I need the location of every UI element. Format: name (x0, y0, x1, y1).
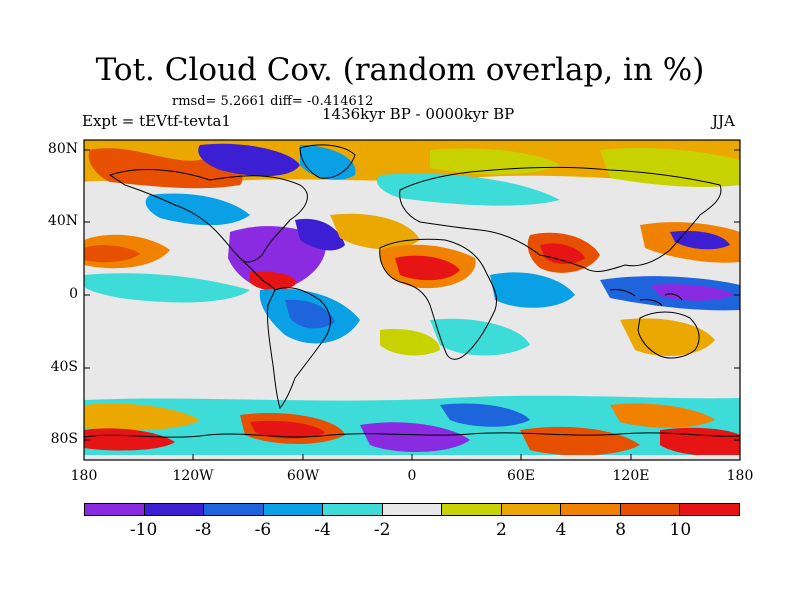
lon-tick-label: 120E (612, 468, 650, 484)
anomaly-field (84, 140, 740, 460)
colorbar-swatch (382, 504, 443, 515)
lat-tick-label: 80S (50, 431, 78, 447)
colorbar-swatch (620, 504, 681, 515)
coastline-antarctica (83, 432, 741, 438)
colorbar-label: -2 (373, 520, 391, 540)
colorbar-swatch (323, 504, 383, 515)
anomaly-region (380, 329, 440, 356)
coastline-greenland (299, 144, 356, 179)
colorbar-label: 4 (555, 520, 567, 540)
coastline-indonesia (609, 289, 683, 307)
anomaly-region (250, 271, 296, 291)
coastline-north-america (108, 169, 308, 263)
lon-tick-label: 180 (726, 468, 754, 484)
period-label: 1436kyr BP - 0000kyr BP (322, 105, 515, 123)
lat-tick-label: 80N (47, 141, 78, 157)
colorbar-label: -10 (129, 520, 158, 540)
anomaly-region (670, 230, 730, 250)
anomaly-region (330, 213, 420, 250)
coastline-australia (637, 311, 700, 359)
colorbar-swatch (144, 504, 205, 515)
anomaly-region (84, 428, 175, 451)
lat-tick-label: 40N (47, 213, 78, 229)
anomaly-region (540, 243, 585, 264)
colorbar-label: -4 (314, 520, 331, 540)
anomaly-region (395, 255, 460, 281)
colorbar-label: 10 (669, 520, 692, 540)
anomaly-region (285, 299, 335, 329)
anomaly-region (650, 284, 735, 301)
colorbar-label: 8 (615, 520, 627, 540)
anomaly-region (198, 143, 300, 177)
lon-tick-label: 60W (286, 468, 320, 484)
anomaly-region (440, 403, 530, 427)
coastline-eurasia (399, 166, 722, 272)
colorbar-swatch (442, 504, 502, 515)
colorbar-swatch (263, 504, 324, 515)
colorbar (84, 503, 740, 516)
colorbar-swatch (561, 504, 621, 515)
lat-tick-label: 0 (69, 286, 78, 302)
lon-tick-label: 0 (407, 468, 417, 484)
coastline-africa (379, 238, 498, 360)
anomaly-region (84, 245, 140, 263)
colorbar-swatch (501, 504, 562, 515)
experiment-label: Expt = tEVtf-tevta1 (82, 112, 231, 130)
colorbar-label: 2 (496, 520, 507, 540)
anomaly-region (84, 403, 200, 431)
coastline-south-america (267, 287, 331, 410)
anomaly-region (250, 420, 325, 439)
lon-tick-label: 60E (506, 468, 536, 484)
colorbar-label: -8 (194, 520, 212, 540)
anomaly-region (295, 218, 345, 251)
anomaly-region (660, 427, 740, 457)
map-title: Tot. Cloud Cov. (random overlap, in %) (95, 52, 705, 88)
colorbar-swatch (85, 504, 145, 515)
anomaly-region (84, 273, 250, 303)
lon-tick-label: 120W (172, 468, 214, 484)
season-label: JJA (712, 112, 735, 130)
anomaly-region (490, 272, 575, 308)
anomaly-region (620, 318, 715, 356)
lat-tick-label: 40S (50, 359, 78, 375)
colorbar-swatch (204, 504, 264, 515)
anomaly-region (145, 193, 250, 226)
colorbar-label: -6 (254, 520, 272, 540)
lon-tick-label: 180 (70, 468, 98, 484)
anomaly-region (600, 148, 740, 188)
tick-marks (83, 149, 741, 460)
stats-text: rmsd= 5.2661 diff= -0.414612 (172, 94, 374, 109)
anomaly-region (360, 422, 470, 452)
anomaly-region (610, 403, 715, 428)
coastline-central-america (239, 257, 276, 291)
coastlines (83, 144, 741, 438)
anomaly-region (300, 145, 356, 180)
colorbar-swatch (680, 504, 740, 515)
